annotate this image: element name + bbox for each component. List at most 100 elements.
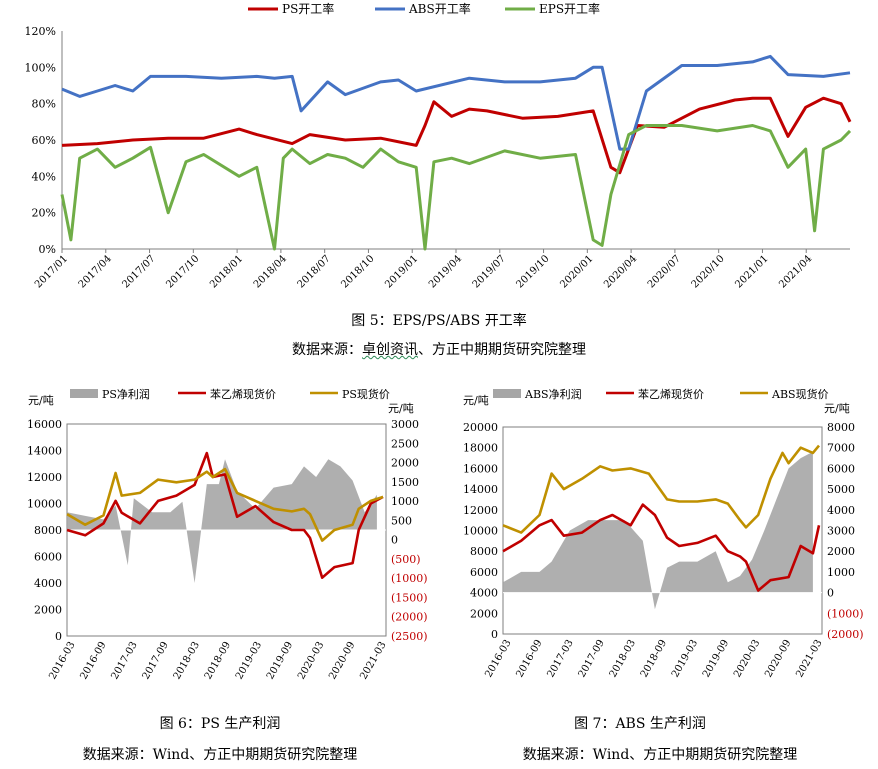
profit-area bbox=[503, 451, 813, 610]
figure-caption: 图 5：EPS/PS/ABS 开工率 bbox=[0, 310, 878, 330]
y-right-tick-label: (2500) bbox=[391, 630, 428, 643]
x-tick-label: 2021-03 bbox=[794, 638, 824, 679]
source-suffix: 、方正中期期货研究院整理 bbox=[418, 342, 586, 358]
series-line bbox=[66, 467, 384, 542]
series-line bbox=[60, 124, 852, 251]
y-left-unit: 元/吨 bbox=[28, 394, 54, 407]
figure7-caption: 图 7：ABS 生产利润 bbox=[574, 716, 706, 732]
x-tick-label: 2016-03 bbox=[483, 638, 513, 679]
x-tick-label: 2019/07 bbox=[471, 253, 508, 290]
chart-legend: PS开工率 ABS开工率 EPS开工率 bbox=[248, 1, 600, 16]
legend-swatch bbox=[493, 389, 521, 398]
x-tick-label: 2020-09 bbox=[327, 640, 357, 680]
figure6-source: 数据来源：Wind、方正中期期货研究院整理 bbox=[82, 747, 358, 763]
figure-source: 数据来源：卓创资讯、方正中期期货研究院整理 bbox=[0, 339, 878, 359]
y-right-unit: 元/吨 bbox=[388, 402, 414, 415]
y-tick-label: 100% bbox=[25, 61, 56, 74]
y-right-tick-label: 1500 bbox=[391, 476, 419, 489]
y-left-tick-label: 4000 bbox=[34, 577, 62, 590]
y-right-unit: 元/吨 bbox=[824, 402, 850, 415]
x-tick-label: 2019-09 bbox=[265, 640, 295, 680]
series-line bbox=[61, 54, 851, 151]
y-tick-label: 60% bbox=[32, 134, 56, 147]
y-right-tick-label: 5000 bbox=[827, 483, 855, 496]
y-left-unit: 元/吨 bbox=[463, 394, 489, 407]
y-tick-label: 120% bbox=[25, 25, 56, 38]
y-right-tick-label: 0 bbox=[391, 534, 398, 547]
y-left-tick-label: 2000 bbox=[34, 604, 62, 617]
x-tick-label: 2021/04 bbox=[777, 253, 814, 290]
y-tick-label: 40% bbox=[32, 170, 56, 183]
y-right-tick-label: 2000 bbox=[827, 545, 855, 558]
legend-label: ABS现货价 bbox=[771, 387, 829, 401]
x-tick-label: 2018/07 bbox=[296, 253, 333, 290]
y-left-tick-label: 14000 bbox=[27, 445, 62, 458]
x-tick-label: 2017-03 bbox=[109, 640, 139, 680]
y-left-tick-label: 12000 bbox=[463, 504, 498, 517]
x-tick-label: 2017/07 bbox=[121, 253, 158, 290]
x-tick-label: 2016-09 bbox=[514, 638, 544, 679]
y-right-tick-label: 2500 bbox=[391, 437, 419, 450]
y-right-tick-label: 1000 bbox=[391, 495, 419, 508]
x-tick-label: 2018-03 bbox=[172, 640, 202, 680]
x-tick-label: 2018-03 bbox=[608, 638, 638, 679]
y-left-tick-label: 6000 bbox=[470, 566, 498, 579]
figure5-caption: 图 5：EPS/PS/ABS 开工率 bbox=[351, 313, 527, 329]
y-right-tick-label: 3000 bbox=[827, 525, 855, 538]
x-tick-label: 2019/10 bbox=[515, 253, 552, 290]
legend-label: ABS开工率 bbox=[408, 1, 471, 16]
x-tick-label: 2017/01 bbox=[33, 253, 70, 290]
source-link: 卓创资讯 bbox=[362, 342, 418, 358]
x-tick-label: 2017/10 bbox=[164, 253, 201, 290]
x-tick-label: 2020/01 bbox=[558, 253, 595, 290]
x-tick-label: 2019/01 bbox=[383, 253, 420, 290]
x-tick-label: 2020/07 bbox=[646, 253, 683, 290]
x-tick-label: 2020/10 bbox=[690, 253, 727, 290]
chart-fig7: 0200040006000800010000120001400016000180… bbox=[463, 387, 864, 679]
x-tick-label: 2017-09 bbox=[141, 640, 171, 680]
series-line bbox=[66, 451, 384, 579]
y-right-tick-label: 3000 bbox=[391, 418, 419, 431]
legend-label: EPS开工率 bbox=[539, 1, 600, 16]
y-right-tick-label: 500 bbox=[391, 514, 412, 527]
plot-frame bbox=[502, 426, 823, 635]
y-right-tick-label: 1000 bbox=[827, 566, 855, 579]
legend-label: 苯乙烯现货价 bbox=[638, 387, 704, 401]
y-right-tick-label: (1000) bbox=[827, 607, 864, 620]
x-tick-label: 2018/01 bbox=[208, 253, 245, 290]
y-right-tick-label: (2000) bbox=[827, 628, 864, 641]
y-left-tick-label: 14000 bbox=[463, 483, 498, 496]
chart-fig5: PS开工率 ABS开工率 EPS开工率 0% 20% 40% 60% 80% 100% 120%… bbox=[25, 1, 852, 290]
y-left-tick-label: 0 bbox=[491, 628, 498, 641]
y-left-tick-label: 6000 bbox=[34, 551, 62, 564]
x-tick-label: 2018-09 bbox=[639, 638, 669, 679]
chart-fig6-fig7: 0200040006000800010000120001400016000(25… bbox=[27, 387, 864, 680]
y-right-tick-label: 6000 bbox=[827, 462, 855, 475]
y-left-tick-label: 8000 bbox=[34, 524, 62, 537]
y-right-tick-label: (1000) bbox=[391, 572, 428, 585]
x-tick-label: 2020-09 bbox=[763, 638, 793, 679]
series-line bbox=[502, 503, 821, 592]
x-tick-label: 2018/10 bbox=[339, 253, 376, 290]
x-tick-label: 2018-09 bbox=[203, 640, 233, 680]
y-left-tick-label: 0 bbox=[55, 630, 62, 643]
x-tick-label: 2019/04 bbox=[427, 253, 464, 290]
x-tick-label: 2021/01 bbox=[733, 253, 770, 290]
figure6-caption: 图 6：PS 生产利润 bbox=[159, 716, 281, 732]
y-left-tick-label: 16000 bbox=[463, 462, 498, 475]
x-tick-label: 2021-03 bbox=[358, 640, 388, 680]
x-tick-label: 2016-09 bbox=[78, 640, 108, 680]
legend-label: 苯乙烯现货价 bbox=[210, 387, 276, 401]
series-line bbox=[61, 96, 852, 175]
y-tick-label: 0% bbox=[39, 243, 56, 256]
chart-fig6: 0200040006000800010000120001400016000(25… bbox=[27, 387, 428, 680]
x-tick-label: 2019-03 bbox=[234, 640, 264, 680]
y-left-tick-label: 10000 bbox=[463, 525, 498, 538]
series-line bbox=[502, 444, 820, 534]
x-tick-label: 2018/04 bbox=[252, 253, 289, 290]
legend-label: PS现货价 bbox=[342, 387, 390, 401]
y-left-tick-label: 20000 bbox=[463, 421, 498, 434]
y-right-tick-label: 8000 bbox=[827, 421, 855, 434]
y-right-tick-label: (2000) bbox=[391, 611, 428, 624]
y-right-tick-label: 4000 bbox=[827, 504, 855, 517]
